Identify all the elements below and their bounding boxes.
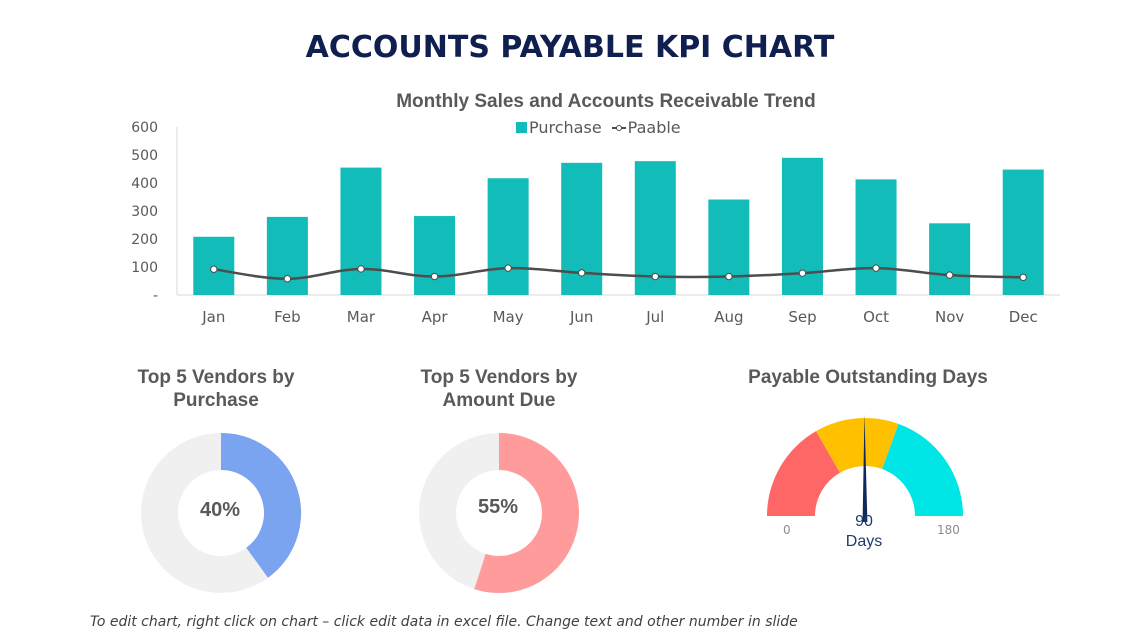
bar-jul: [634, 161, 676, 295]
donut-purchase-title-line1: Top 5 Vendors by: [137, 367, 295, 388]
x-tick-label: Feb: [274, 308, 301, 326]
bar-nov: [929, 223, 971, 295]
y-tick-label: 300: [131, 204, 158, 220]
gauge-band-0: [767, 431, 840, 516]
point-paable-nov: [945, 271, 954, 279]
chart-title: Monthly Sales and Accounts Receivable Tr…: [396, 91, 816, 112]
donut-amount-due-value: 55%: [477, 496, 519, 518]
gauge-chart: [767, 414, 963, 522]
gauge-value-number: 90: [855, 513, 873, 530]
gauge-needle: [862, 414, 868, 522]
x-tick-label: Jun: [569, 308, 593, 326]
x-tick-label: Apr: [422, 308, 449, 326]
bar-mar: [340, 167, 382, 295]
monthly-combo-chart: - 100 200 300 400 500 600 Jan Feb Mar Apr May Jun Jul…: [131, 120, 1060, 326]
y-tick-label: 500: [131, 148, 158, 164]
point-paable-jun: [578, 269, 586, 277]
y-tick-label: 100: [131, 260, 158, 276]
x-tick-label: Jan: [201, 308, 225, 326]
donut-amount-due-segment: [474, 433, 579, 593]
point-paable-may: [504, 264, 512, 272]
x-tick-label: Sep: [788, 308, 816, 326]
donut-purchase-value: 40%: [199, 499, 241, 521]
legend-swatch-paable: [611, 123, 626, 133]
donut-purchase-title-line2: Purchase: [173, 390, 259, 411]
x-tick-label: Aug: [714, 308, 743, 326]
x-tick-label: Mar: [347, 308, 376, 326]
gauge-title: Payable Outstanding Days: [748, 367, 988, 388]
y-tick-label: 400: [131, 176, 158, 192]
donut-amount-due-title-line2: Amount Due: [442, 390, 556, 411]
donut-amount-due-chart: [419, 433, 579, 593]
donut-purchase-segment: [220, 433, 301, 578]
gauge-value: 90 Days: [824, 512, 904, 552]
y-tick-label: -: [153, 288, 158, 304]
gauge-band-2: [882, 423, 963, 516]
bar-may: [487, 178, 529, 295]
point-paable-sep: [798, 269, 807, 277]
page-title: ACCOUNTS PAYABLE KPI CHART: [305, 30, 835, 65]
point-paable-jan: [210, 265, 218, 273]
point-paable-dec: [1019, 273, 1027, 282]
y-tick-label: 600: [131, 120, 158, 136]
donut-amount-due-title-line1: Top 5 Vendors by: [420, 367, 578, 388]
x-tick-label: May: [493, 308, 524, 326]
x-tick-label: Jul: [645, 308, 664, 326]
point-paable-feb: [283, 275, 292, 283]
line-paable: [213, 266, 1024, 281]
gauge-min-label: 0: [783, 523, 791, 537]
bar-apr: [414, 216, 456, 295]
point-paable-apr: [430, 272, 439, 281]
point-paable-mar: [357, 265, 365, 273]
legend-swatch-purchase: [516, 122, 527, 133]
gauge-value-unit: Days: [845, 533, 883, 550]
gauge-band-1: [816, 418, 899, 473]
gauge-max-label: 180: [937, 523, 960, 537]
bar-aug: [708, 199, 750, 295]
donut-purchase-chart: [141, 433, 301, 593]
footnote: To edit chart, right click on chart – cl…: [90, 614, 798, 630]
legend-label-paable: Paable: [627, 118, 681, 137]
bar-oct: [855, 179, 897, 295]
y-tick-label: 200: [131, 232, 158, 248]
chart-legend: Purchase Paable: [516, 118, 681, 137]
donut-purchase-title: Top 5 Vendors by Purchase: [106, 366, 326, 412]
bar-feb: [266, 216, 308, 295]
point-paable-aug: [725, 272, 733, 281]
point-paable-oct: [872, 264, 880, 272]
x-tick-label: Nov: [935, 308, 964, 326]
donut-amount-due-title: Top 5 Vendors by Amount Due: [389, 366, 609, 412]
legend-label-purchase: Purchase: [529, 118, 602, 137]
point-paable-jul: [651, 272, 659, 281]
x-tick-label: Dec: [1009, 308, 1038, 326]
x-tick-label: Oct: [863, 308, 889, 326]
